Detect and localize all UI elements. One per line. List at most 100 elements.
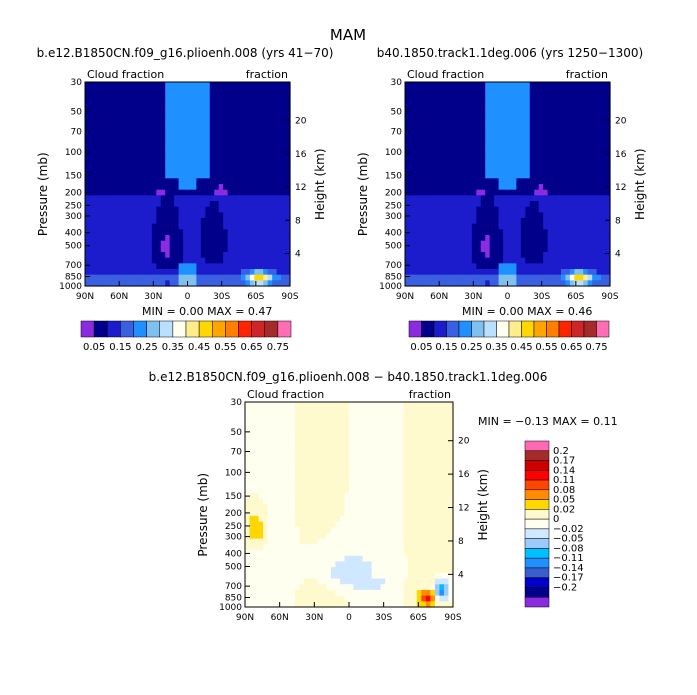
field-cell bbox=[245, 424, 251, 432]
field-cell bbox=[147, 252, 153, 259]
field-cell bbox=[209, 240, 215, 247]
field-cell bbox=[151, 82, 157, 89]
field-cell bbox=[578, 121, 584, 128]
field-cell bbox=[489, 178, 495, 185]
field-cell bbox=[398, 464, 404, 471]
field-cell bbox=[85, 178, 91, 185]
field-cell bbox=[165, 127, 171, 134]
field-cell bbox=[125, 178, 131, 185]
field-cell bbox=[160, 155, 166, 162]
field-cell bbox=[480, 155, 486, 162]
field-cell bbox=[254, 550, 260, 557]
field-cell bbox=[290, 527, 296, 534]
field-cell bbox=[418, 116, 424, 123]
field-cell bbox=[358, 561, 364, 568]
field-cell bbox=[249, 430, 255, 437]
field-cell bbox=[285, 589, 291, 597]
field-cell bbox=[116, 93, 122, 100]
field-cell bbox=[160, 104, 166, 111]
field-cell bbox=[294, 504, 300, 511]
field-cell bbox=[421, 504, 427, 511]
field-cell bbox=[376, 487, 382, 494]
field-cell bbox=[371, 407, 377, 414]
field-cell bbox=[134, 235, 140, 242]
field-cell bbox=[430, 453, 436, 460]
field-cell bbox=[367, 498, 373, 506]
field-cell bbox=[308, 464, 314, 471]
field-cell bbox=[183, 161, 189, 168]
field-cell bbox=[560, 269, 567, 276]
field-cell bbox=[462, 189, 468, 196]
field-cell bbox=[245, 481, 251, 489]
field-cell bbox=[525, 127, 531, 134]
field-cell bbox=[449, 116, 455, 123]
colorbar-box bbox=[496, 320, 510, 338]
field-cell bbox=[489, 240, 495, 247]
field-cell bbox=[223, 116, 229, 123]
field-cell bbox=[267, 430, 273, 437]
field-cell bbox=[454, 110, 460, 117]
field-cell bbox=[543, 263, 549, 270]
field-cell bbox=[187, 252, 193, 259]
field-cell bbox=[165, 121, 171, 128]
field-cell bbox=[209, 155, 215, 162]
field-cell bbox=[601, 178, 607, 185]
field-cell bbox=[138, 206, 144, 213]
field-cell bbox=[254, 87, 260, 94]
field-cell bbox=[138, 218, 144, 225]
field-cell bbox=[587, 218, 593, 225]
field-cell bbox=[353, 561, 359, 568]
field-cell bbox=[245, 470, 251, 477]
field-cell bbox=[380, 572, 386, 580]
field-cell bbox=[520, 195, 526, 202]
field-cell bbox=[349, 476, 355, 483]
field-cell bbox=[209, 82, 215, 89]
field-cell bbox=[498, 269, 504, 276]
field-cell bbox=[267, 476, 273, 483]
field-cell bbox=[98, 87, 104, 94]
min-max-readout: MIN = 0.00 MAX = 0.46 bbox=[462, 305, 592, 318]
field-cell bbox=[489, 184, 495, 191]
field-cell bbox=[480, 246, 486, 253]
field-cell bbox=[569, 195, 575, 202]
field-cell bbox=[125, 189, 131, 196]
field-cell bbox=[454, 218, 460, 225]
field-cell bbox=[227, 172, 233, 179]
field-cell bbox=[344, 521, 350, 528]
field-cell bbox=[422, 269, 428, 276]
field-cell bbox=[335, 498, 341, 506]
field-cell bbox=[258, 229, 264, 236]
field-cell bbox=[485, 240, 491, 247]
field-cell bbox=[281, 87, 287, 94]
field-cell bbox=[367, 515, 373, 523]
field-cell bbox=[376, 453, 382, 460]
field-cell bbox=[578, 280, 584, 287]
field-cell bbox=[254, 413, 260, 420]
field-cell bbox=[462, 155, 468, 162]
field-cell bbox=[436, 150, 442, 157]
colorbar-box bbox=[533, 320, 547, 338]
field-cell bbox=[389, 458, 395, 466]
field-cell bbox=[276, 167, 282, 174]
field-cell bbox=[416, 447, 422, 454]
field-cell bbox=[367, 578, 373, 585]
field-cell bbox=[89, 280, 95, 287]
field-cell bbox=[209, 218, 215, 225]
field-cell bbox=[503, 110, 509, 117]
field-cell bbox=[196, 161, 202, 168]
field-cell bbox=[245, 87, 251, 94]
field-cell bbox=[263, 470, 269, 477]
field-cell bbox=[362, 555, 368, 563]
field-cell bbox=[569, 257, 575, 264]
field-cell bbox=[281, 212, 287, 219]
field-cell bbox=[529, 235, 535, 242]
field-cell bbox=[398, 538, 404, 545]
field-cell bbox=[358, 430, 364, 437]
field-cell bbox=[458, 263, 464, 270]
field-cell bbox=[578, 155, 584, 162]
field-cell bbox=[398, 402, 404, 409]
field-cell bbox=[272, 458, 278, 466]
field-cell bbox=[272, 413, 278, 420]
field-cell bbox=[605, 257, 611, 264]
field-cell bbox=[125, 161, 131, 168]
